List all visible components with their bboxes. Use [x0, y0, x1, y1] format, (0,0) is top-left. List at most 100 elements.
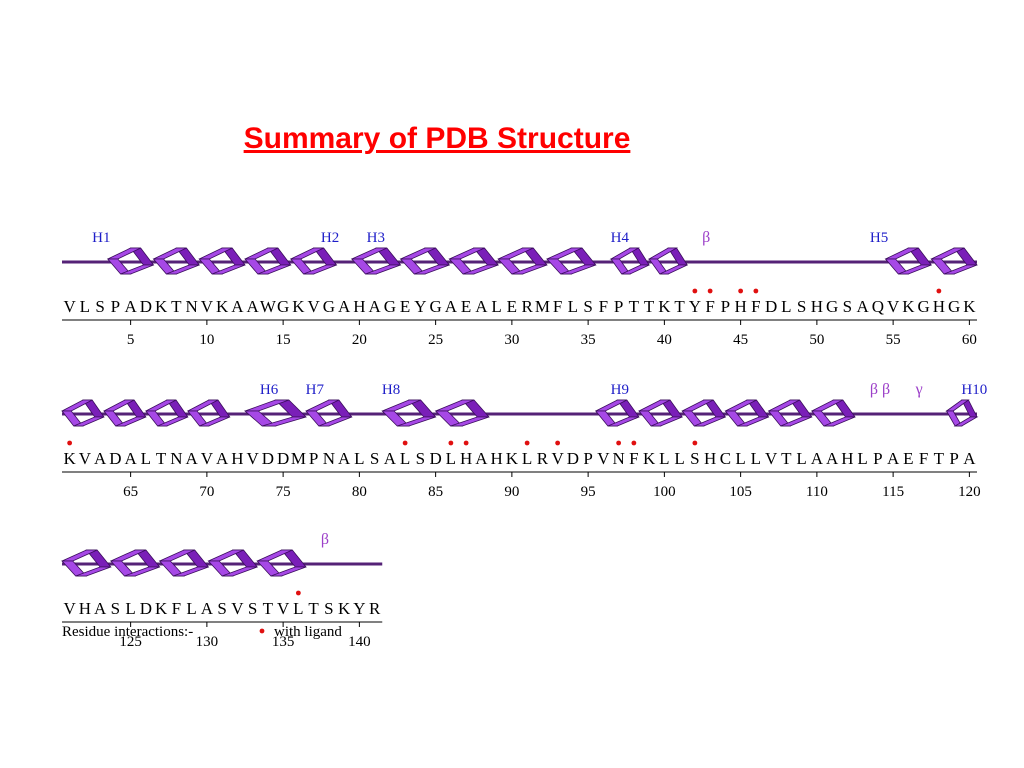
residue: E	[507, 297, 517, 316]
residue: A	[384, 449, 397, 468]
residue: A	[94, 599, 107, 618]
tick-label: 5	[127, 332, 135, 348]
residue: T	[171, 297, 182, 316]
residue: S	[583, 297, 592, 316]
residue: H	[231, 449, 243, 468]
ligand-dot	[463, 440, 469, 446]
ligand-dot	[67, 440, 73, 446]
helix-front-segment	[173, 566, 209, 577]
tick-label: 10	[199, 332, 214, 348]
tick-label: 20	[352, 332, 367, 348]
residue: H	[460, 449, 472, 468]
legend-text: Residue interactions:-	[62, 624, 193, 640]
strand-label: γ	[915, 381, 923, 398]
strand-label: β β	[870, 381, 890, 398]
helix	[305, 399, 353, 427]
tick-label: 100	[653, 484, 676, 500]
helix-label: H2	[321, 230, 339, 246]
helix-front-segment	[780, 416, 812, 427]
residue: K	[155, 599, 168, 618]
tick-label: 15	[276, 332, 291, 348]
residue: S	[217, 599, 226, 618]
helix	[609, 247, 688, 275]
tick-label: 120	[958, 484, 981, 500]
tick-label: 55	[886, 332, 901, 348]
residue: K	[963, 297, 976, 316]
ligand-dot	[631, 440, 637, 446]
helix-label: H10	[961, 382, 987, 398]
residue: D	[567, 449, 579, 468]
residue: S	[416, 449, 425, 468]
residue: T	[934, 449, 945, 468]
helix-front-segment	[221, 566, 258, 577]
residue: T	[674, 297, 685, 316]
residue: L	[568, 297, 578, 316]
residue: P	[111, 297, 120, 316]
residue: H	[734, 297, 746, 316]
helix	[61, 549, 307, 577]
tick-label: 115	[882, 484, 904, 500]
tick-label: 40	[657, 332, 672, 348]
residue: L	[491, 297, 501, 316]
residue: W	[260, 297, 277, 316]
ligand-dot	[295, 590, 301, 596]
residue: C	[720, 449, 731, 468]
residue: H	[490, 449, 502, 468]
residue: F	[553, 297, 562, 316]
helix-front-segment	[898, 264, 932, 275]
helix-front-segment	[694, 416, 726, 427]
residue: K	[216, 297, 229, 316]
page-title: Summary of PDB Structure	[243, 122, 631, 155]
residue: L	[400, 449, 410, 468]
residue: Y	[353, 599, 365, 618]
residue: V	[79, 449, 92, 468]
residue: V	[551, 449, 564, 468]
residue: P	[583, 449, 592, 468]
residue: V	[201, 449, 214, 468]
residue: D	[765, 297, 777, 316]
helix-label: H5	[870, 230, 888, 246]
residue: H	[841, 449, 853, 468]
helix-front-segment	[75, 566, 111, 577]
residue: K	[902, 297, 915, 316]
residue: K	[155, 297, 168, 316]
residue: K	[338, 599, 351, 618]
residue: L	[659, 449, 669, 468]
tick-label: 30	[504, 332, 519, 348]
residue: V	[887, 297, 900, 316]
ligand-dot	[692, 288, 698, 294]
tick-label: 125	[119, 634, 142, 650]
residue: S	[690, 449, 699, 468]
residue: S	[797, 297, 806, 316]
residue: N	[170, 449, 182, 468]
residue: A	[338, 449, 351, 468]
residue: A	[246, 297, 259, 316]
helix-label: H8	[382, 382, 400, 398]
helix-front-segment	[115, 416, 147, 427]
tick-label: 130	[196, 634, 219, 650]
tick-label: 45	[733, 332, 748, 348]
tick-label: 135	[272, 634, 295, 650]
residue: L	[446, 449, 456, 468]
residue: T	[781, 449, 792, 468]
ligand-dot	[402, 440, 408, 446]
helix-front-segment	[414, 264, 450, 275]
ligand-dot	[707, 288, 713, 294]
tick-label: 35	[581, 332, 596, 348]
residue: N	[323, 449, 335, 468]
residue: S	[248, 599, 257, 618]
residue: V	[231, 599, 244, 618]
helix-front-segment	[124, 566, 160, 577]
residue: L	[796, 449, 806, 468]
helix-label: H6	[260, 382, 279, 398]
tick-label: 85	[428, 484, 443, 500]
helix-front-segment	[450, 416, 490, 427]
residue: L	[522, 449, 532, 468]
residue: T	[644, 297, 655, 316]
strand-label: β	[702, 229, 710, 246]
residue: A	[856, 297, 869, 316]
helix-front-segment	[261, 416, 307, 427]
residue: S	[370, 449, 379, 468]
